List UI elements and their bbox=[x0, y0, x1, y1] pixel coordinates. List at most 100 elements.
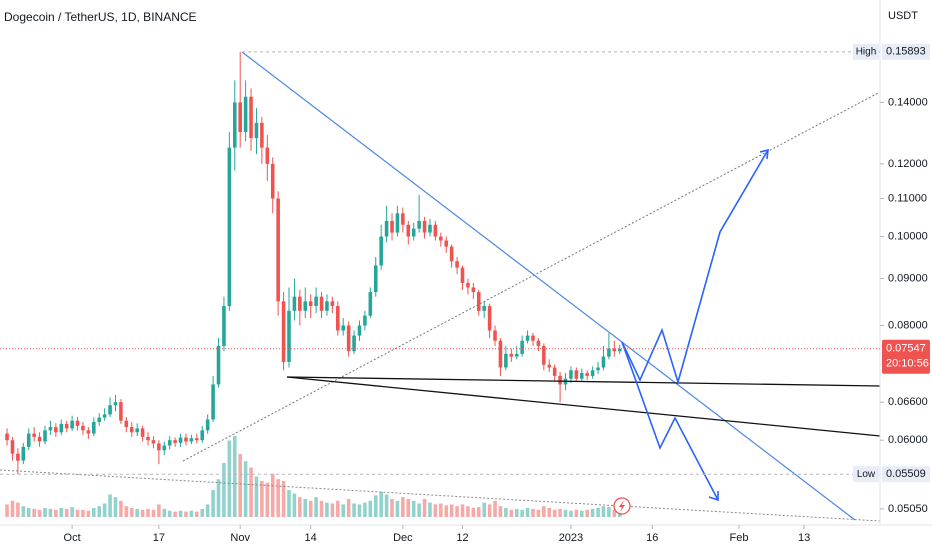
candle-body bbox=[292, 296, 297, 311]
candle-body bbox=[140, 428, 145, 437]
volume-bar bbox=[54, 509, 58, 517]
candle-body bbox=[119, 402, 123, 421]
candle-body bbox=[81, 425, 85, 431]
candle-body bbox=[552, 367, 557, 376]
volume-bar bbox=[406, 499, 411, 517]
arrow-head bbox=[708, 491, 719, 502]
chart-title: Dogecoin / TetherUS, 1D, BINANCE bbox=[4, 10, 197, 24]
volume-bar bbox=[173, 511, 177, 517]
support-line bbox=[286, 376, 881, 437]
candle-body bbox=[308, 301, 313, 307]
volume-bar bbox=[86, 510, 91, 517]
y-tick-label: 0.05050 bbox=[888, 503, 928, 515]
candle-body bbox=[151, 440, 156, 444]
candle-body bbox=[487, 306, 492, 331]
candle-body bbox=[466, 282, 470, 288]
candle-body bbox=[357, 325, 362, 336]
candle-body bbox=[189, 438, 194, 442]
candle-body bbox=[460, 267, 465, 283]
candle-body bbox=[536, 340, 541, 346]
candle-body bbox=[86, 430, 91, 434]
marker-tag bbox=[853, 466, 879, 483]
volume-bar bbox=[444, 505, 449, 517]
candle-body bbox=[368, 292, 373, 316]
candle-body bbox=[216, 345, 221, 385]
volume-bar bbox=[330, 503, 335, 517]
volume-bar bbox=[64, 508, 69, 517]
candle-body bbox=[433, 224, 438, 237]
x-tick-label: 16 bbox=[646, 532, 658, 544]
support-line bbox=[286, 376, 881, 387]
volume-bar bbox=[211, 490, 215, 517]
candle-body bbox=[16, 453, 20, 461]
candle-body bbox=[59, 423, 64, 433]
volume-bar bbox=[395, 500, 400, 517]
volume-bar bbox=[373, 495, 378, 517]
candle-body bbox=[455, 261, 459, 268]
countdown-label: 20:10:56 bbox=[886, 358, 929, 370]
candle-body bbox=[48, 427, 53, 431]
y-tick-label: 0.12000 bbox=[888, 158, 928, 170]
y-tick-label: 0.08000 bbox=[888, 319, 928, 331]
candle-body bbox=[173, 440, 177, 443]
candle-body bbox=[346, 325, 351, 352]
volume-bar bbox=[70, 507, 74, 517]
volume-bar bbox=[401, 497, 405, 517]
volume-bar bbox=[536, 509, 541, 517]
volume-bar bbox=[585, 509, 589, 517]
candle-body bbox=[162, 445, 167, 451]
projection-arrow bbox=[621, 341, 719, 501]
candle-body bbox=[260, 122, 264, 148]
candle-body bbox=[227, 147, 232, 307]
volume-bar bbox=[460, 504, 465, 517]
volume-bar bbox=[552, 509, 557, 517]
volume-bar bbox=[243, 461, 248, 517]
volume-bar bbox=[184, 511, 188, 517]
volume-bar bbox=[531, 508, 535, 517]
candle-body bbox=[314, 296, 318, 307]
candle-body bbox=[37, 436, 42, 442]
candle-body bbox=[184, 437, 188, 442]
candle-body bbox=[97, 417, 102, 422]
volume-bar bbox=[249, 467, 253, 517]
candle-body bbox=[406, 224, 411, 237]
volume-bar bbox=[254, 476, 259, 517]
volume-bar bbox=[157, 504, 161, 517]
candle-body bbox=[439, 236, 443, 241]
volume-bar bbox=[466, 506, 470, 517]
candle-body bbox=[32, 433, 36, 437]
trend-line bbox=[241, 51, 856, 521]
y-tick-label: 0.09000 bbox=[888, 272, 928, 284]
candle-body bbox=[514, 353, 519, 357]
candle-body bbox=[444, 240, 449, 247]
candle-body bbox=[238, 102, 242, 132]
candle-body bbox=[319, 296, 324, 311]
candle-body bbox=[70, 420, 74, 429]
x-tick-label: 17 bbox=[153, 532, 165, 544]
marker-value-tag bbox=[882, 43, 930, 60]
candle-body bbox=[574, 370, 579, 379]
candle-body bbox=[249, 96, 253, 139]
volume-bar bbox=[232, 436, 237, 517]
volume-bar bbox=[411, 500, 416, 517]
candle-body bbox=[601, 356, 606, 368]
volume-bar bbox=[476, 507, 481, 517]
candle-body bbox=[287, 310, 291, 362]
volume-bar bbox=[276, 479, 280, 517]
projection-arrow bbox=[621, 149, 769, 385]
volume-bar bbox=[260, 481, 264, 517]
candle-body bbox=[54, 427, 58, 433]
volume-bar bbox=[417, 503, 421, 517]
marker-name: Low bbox=[857, 469, 876, 480]
volume-bar bbox=[368, 500, 373, 517]
candle-body bbox=[352, 335, 356, 352]
volume-bar bbox=[433, 504, 438, 517]
candle-body bbox=[547, 364, 552, 368]
axes: 0.14000 0.12000 0.11000 0.10000 0.09000 0.080… bbox=[0, 43, 930, 544]
candle-body bbox=[579, 373, 584, 379]
candle-body bbox=[498, 340, 503, 368]
candle-body bbox=[325, 301, 329, 311]
volume-bar bbox=[32, 508, 36, 517]
candle-body bbox=[108, 405, 112, 415]
